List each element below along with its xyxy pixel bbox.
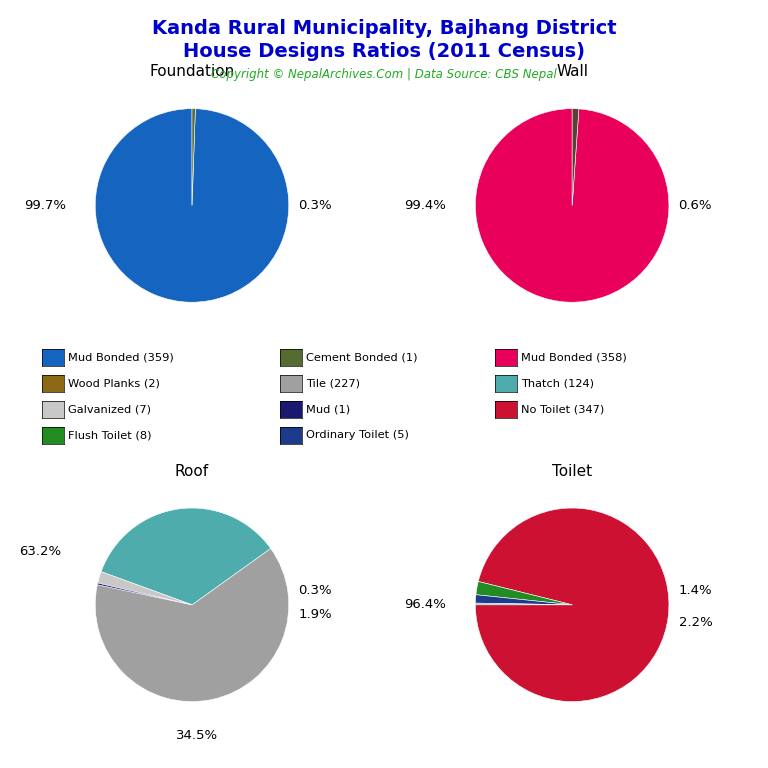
Text: 63.2%: 63.2% [19,545,61,558]
Text: Galvanized (7): Galvanized (7) [68,404,151,415]
Title: Roof: Roof [175,464,209,478]
Wedge shape [475,109,669,302]
Wedge shape [98,571,192,605]
Text: 99.7%: 99.7% [25,199,66,212]
Wedge shape [95,109,289,302]
Text: 99.4%: 99.4% [405,199,446,212]
Text: Ordinary Toilet (5): Ordinary Toilet (5) [306,430,409,441]
Text: 34.5%: 34.5% [176,729,218,742]
Text: Mud Bonded (358): Mud Bonded (358) [521,352,627,362]
Wedge shape [192,109,195,206]
Text: Thatch (124): Thatch (124) [521,378,594,389]
Text: 0.3%: 0.3% [299,199,332,212]
Text: Cement Bonded (1): Cement Bonded (1) [306,352,417,362]
Title: Toilet: Toilet [552,464,592,478]
Wedge shape [475,508,669,701]
Text: Wood Planks (2): Wood Planks (2) [68,378,160,389]
Wedge shape [475,594,572,605]
Wedge shape [98,583,192,605]
Text: 96.4%: 96.4% [405,598,446,611]
Title: Foundation: Foundation [149,65,235,79]
Text: 1.4%: 1.4% [679,584,712,597]
Text: 2.2%: 2.2% [679,616,713,629]
Text: Flush Toilet (8): Flush Toilet (8) [68,430,151,441]
Text: Kanda Rural Municipality, Bajhang District: Kanda Rural Municipality, Bajhang Distri… [152,19,616,38]
Wedge shape [95,548,289,701]
Wedge shape [572,109,579,206]
Wedge shape [475,603,572,605]
Title: Wall: Wall [556,65,588,79]
Text: House Designs Ratios (2011 Census): House Designs Ratios (2011 Census) [183,42,585,61]
Wedge shape [101,508,270,605]
Text: Mud Bonded (359): Mud Bonded (359) [68,352,174,362]
Text: Copyright © NepalArchives.Com | Data Source: CBS Nepal: Copyright © NepalArchives.Com | Data Sou… [211,68,557,81]
Wedge shape [476,581,572,605]
Text: No Toilet (347): No Toilet (347) [521,404,604,415]
Text: 0.6%: 0.6% [679,199,712,212]
Text: 1.9%: 1.9% [299,608,332,621]
Text: 0.3%: 0.3% [299,584,332,597]
Text: Tile (227): Tile (227) [306,378,359,389]
Text: Mud (1): Mud (1) [306,404,349,415]
